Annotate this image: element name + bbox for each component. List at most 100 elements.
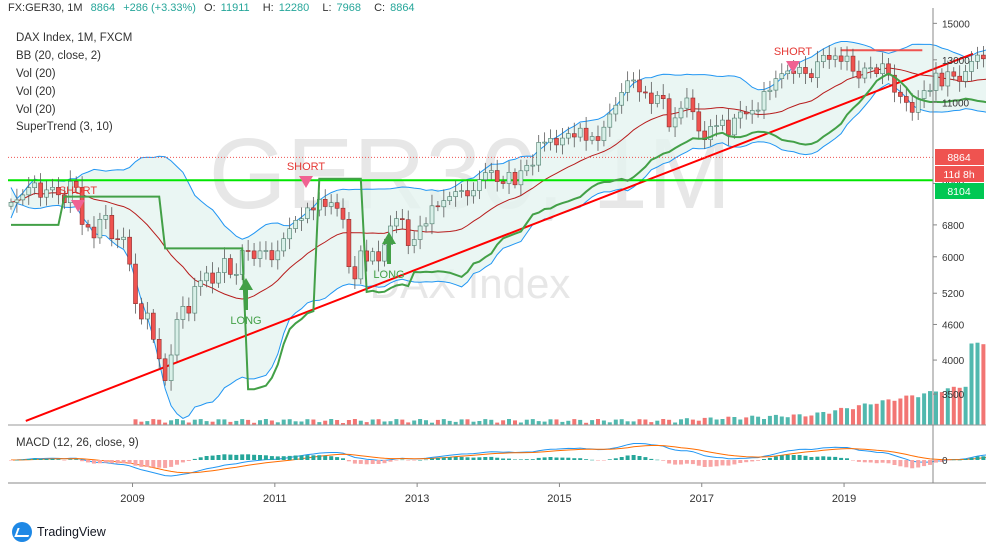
short-signal: SHORT <box>287 161 325 188</box>
long-signal: LONG <box>373 232 405 281</box>
volume-bar <box>601 420 606 425</box>
tradingview-brand[interactable]: TradingView <box>12 522 106 542</box>
volume-bar <box>198 419 203 425</box>
volume-bar <box>809 415 814 425</box>
candle-body <box>251 250 257 259</box>
candle <box>447 191 453 206</box>
candle-body <box>399 218 405 221</box>
macd-histogram-bar <box>661 460 666 461</box>
candle <box>453 180 459 207</box>
volume-bar <box>785 417 790 425</box>
volume-bar <box>323 420 328 425</box>
macd-histogram-bar <box>382 460 387 464</box>
macd-histogram-bar <box>720 460 725 466</box>
volume-bar <box>524 419 529 425</box>
macd-histogram-bar <box>447 457 452 460</box>
candle <box>44 180 49 206</box>
candle-body <box>862 67 868 79</box>
macd-histogram-bar <box>839 457 844 460</box>
candle-body <box>500 181 506 184</box>
macd-histogram-bar <box>275 456 280 460</box>
long-label: LONG <box>230 315 261 327</box>
candle <box>643 85 648 99</box>
candle-body <box>874 67 880 75</box>
candle-body <box>38 182 43 198</box>
open-label: O: <box>204 2 216 14</box>
candle <box>109 207 115 247</box>
macd-label[interactable]: MACD (12, 26, close, 9) <box>16 437 139 449</box>
candle-body <box>506 172 512 184</box>
volume-bar <box>346 420 351 425</box>
candle-body <box>678 107 684 119</box>
price-badge: 8864 <box>935 149 984 165</box>
macd-histogram-bar <box>708 460 713 467</box>
volume-bar <box>708 417 713 425</box>
macd-histogram-bar <box>418 460 423 461</box>
short-arrow-icon <box>71 200 85 212</box>
volume-bars <box>133 342 986 425</box>
candle <box>145 301 150 330</box>
macd-zero-tick-label: 0 <box>942 456 948 467</box>
macd-histogram-bar <box>619 457 624 460</box>
macd-histogram-bar <box>673 460 678 465</box>
candle <box>133 253 138 314</box>
macd-histogram-bar <box>263 455 268 460</box>
volume-bar <box>910 395 915 425</box>
candle <box>322 189 328 216</box>
macd-histogram-bar <box>9 460 13 461</box>
indicator-label[interactable]: Vol (20) <box>16 86 56 98</box>
price-tick-label: 13000 <box>942 56 970 67</box>
macd-histogram-bar <box>584 459 589 460</box>
macd-histogram-bar <box>222 454 227 460</box>
candle-body <box>755 109 761 112</box>
candle-body <box>14 199 20 203</box>
candle <box>815 50 820 88</box>
volume-bar <box>963 386 968 425</box>
indicator-label[interactable]: Vol (20) <box>16 68 56 80</box>
volume-bar <box>726 416 731 425</box>
candle-body <box>856 70 862 79</box>
short-signal: SHORT <box>59 185 97 212</box>
macd-histogram-bar <box>690 460 695 465</box>
volume-bar <box>661 419 666 425</box>
volume-bar <box>513 420 517 425</box>
candle <box>115 229 120 249</box>
candle-body <box>234 274 239 276</box>
macd-histogram-bar <box>939 460 944 462</box>
indicator-label[interactable]: Vol (20) <box>16 104 56 116</box>
candle-body <box>773 78 779 91</box>
candle <box>269 242 275 268</box>
indicator-label[interactable]: SuperTrend (3, 10) <box>16 121 113 133</box>
long-arrow-icon <box>382 232 396 244</box>
candle-body <box>767 89 773 92</box>
candle <box>797 62 802 78</box>
candle <box>234 263 239 285</box>
macd-histogram-bar <box>566 457 571 460</box>
candle-body <box>927 90 933 92</box>
volume-bar <box>536 421 541 425</box>
volume-bar <box>554 419 559 425</box>
volume-bar <box>922 393 927 425</box>
symbol-title[interactable]: FX:GER30, 1M <box>8 2 83 14</box>
indicator-label[interactable]: DAX Index, 1M, FXCM <box>16 32 133 44</box>
volume-bar <box>501 420 506 425</box>
volume-bar <box>352 419 357 425</box>
candle-body <box>957 75 963 82</box>
candle <box>180 296 186 329</box>
indicator-label[interactable]: BB (20, close, 2) <box>16 50 102 62</box>
candle-body <box>577 127 583 138</box>
candle <box>156 328 162 370</box>
candle-body <box>737 111 743 119</box>
macd-histogram-bar <box>536 457 541 460</box>
volume-bar <box>851 409 855 425</box>
candle <box>251 242 257 266</box>
candle <box>405 210 411 255</box>
candle <box>607 103 613 137</box>
macd-line <box>10 443 986 477</box>
candle-body <box>465 190 470 197</box>
macd-histogram-bar <box>868 460 873 463</box>
candle-body <box>494 170 500 182</box>
candle-body <box>471 190 476 197</box>
candle-body <box>68 181 73 204</box>
